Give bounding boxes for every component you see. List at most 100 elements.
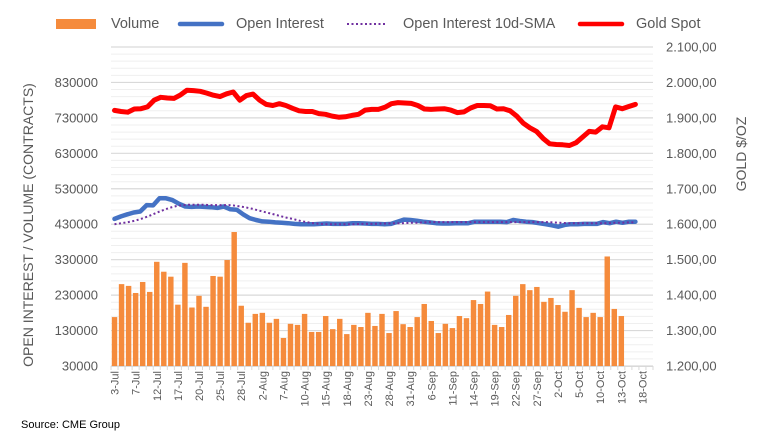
y-tick-label-right: 1.300,00 [666,323,717,338]
volume-bar [139,281,146,366]
volume-bar [400,324,406,366]
x-tick-label: 28-Aug [384,371,396,406]
volume-bar [379,313,385,366]
volume-bar [344,334,350,366]
legend: Volume Open Interest Open Interest 10d-S… [56,16,701,32]
volume-bar [238,305,244,366]
x-tick-label: 25-Jul [215,371,227,401]
volume-bar [414,317,420,366]
volume-bar [351,324,357,366]
volume-bar [161,271,167,366]
x-tick-label: 23-Aug [363,371,375,406]
gold-spot-line [112,87,638,148]
y-tick-label-right: 1.600,00 [666,217,717,232]
x-tick-label: 2-Aug [257,371,269,400]
legend-swatch-volume [56,19,96,29]
volume-bar [590,312,596,366]
volume-bar [203,306,209,366]
volume-bar [484,291,491,366]
y-tick-label-left: 330000 [55,252,98,267]
volume-bar [548,297,554,366]
series-lines [112,87,638,229]
volume-bar [562,311,568,366]
volume-bar [146,291,153,366]
volume-bar [365,312,371,366]
volume-bar [611,308,618,366]
volume-bar [386,333,392,366]
y-tick-label-left: 530000 [55,181,98,196]
volume-bar [358,327,364,366]
volume-bar [513,295,519,366]
volume-bar [421,303,427,366]
y-tick-label-left: 30000 [62,359,98,374]
source-note: Source: CME Group [21,419,120,431]
y-tick-label-right: 1.200,00 [666,359,717,374]
x-tick-label: 18-Aug [342,371,354,406]
volume-bar [322,316,329,366]
y-tick-label-right: 2.100,00 [666,40,717,55]
y-tick-label-right: 1.800,00 [666,146,717,161]
volume-bar [337,318,343,366]
volume-bar [259,312,266,366]
x-tick-label: 10-Aug [300,371,312,406]
volume-bar [456,316,463,366]
x-tick-label: 20-Jul [194,371,206,401]
volume-bar [576,307,582,366]
volume-bar [520,284,526,366]
y-axis-left-title: OPEN INTEREST / VOLUME (CONTRACTS) [20,83,36,367]
y-tick-label-right: 1.900,00 [666,110,717,125]
x-tick-label: 7-Jul [131,371,143,395]
x-tick-label: 31-Aug [405,371,417,406]
volume-bar [132,292,139,366]
volume-bar [470,300,477,366]
volume-bar [435,333,442,366]
x-tick-label: 5-Oct [574,371,586,398]
volume-bar [449,328,456,366]
volume-bar [294,324,301,366]
x-tick-label: 2-Oct [553,371,565,398]
volume-bar [372,325,378,366]
y-tick-label-left: 630000 [55,146,98,161]
volume-bar [154,261,160,366]
volume-bar [280,337,287,366]
volume-bar [491,324,498,366]
volume-bar [252,313,259,366]
y-tick-label-left: 830000 [55,75,98,90]
volume-bar [266,322,273,366]
x-tick-label: 18-Oct [637,371,649,404]
volume-bar [273,318,280,366]
x-tick-label: 17-Jul [173,371,185,401]
volume-bar [125,285,132,366]
x-tick-label: 3-Jul [110,371,122,395]
volume-bar [534,286,540,366]
x-tick-label: 10-Oct [595,371,607,404]
x-tick-label: 19-Sep [490,371,502,406]
volume-bar [498,327,505,366]
legend-label-gold-spot: Gold Spot [636,16,701,32]
volume-bar [463,318,470,366]
volume-bar [287,323,294,366]
volume-bar [527,290,533,366]
volume-bar [477,303,484,366]
x-tick-label: 28-Jul [236,371,248,401]
x-tick-label: 12-Jul [152,371,164,401]
volume-bar [330,329,336,366]
x-tick-label: 22-Sep [511,371,523,406]
volume-bar [118,284,125,366]
volume-bar [583,317,589,366]
volume-bar [182,262,188,366]
y-tick-label-right: 1.500,00 [666,252,717,267]
x-tick-label: 7-Aug [279,371,291,400]
legend-label-oi-sma: Open Interest 10d-SMA [403,16,556,32]
volume-bar [541,301,547,366]
x-tick-label: 27-Sep [532,371,544,406]
y-tick-label-right: 2.000,00 [666,75,717,90]
volume-bars [111,232,625,366]
volume-bar [245,322,251,366]
x-tick-label: 6-Sep [426,371,438,400]
volume-bar [315,331,322,366]
x-tick-label: 11-Sep [447,371,459,406]
y-tick-label-right: 1.400,00 [666,288,717,303]
volume-bar [597,317,603,366]
